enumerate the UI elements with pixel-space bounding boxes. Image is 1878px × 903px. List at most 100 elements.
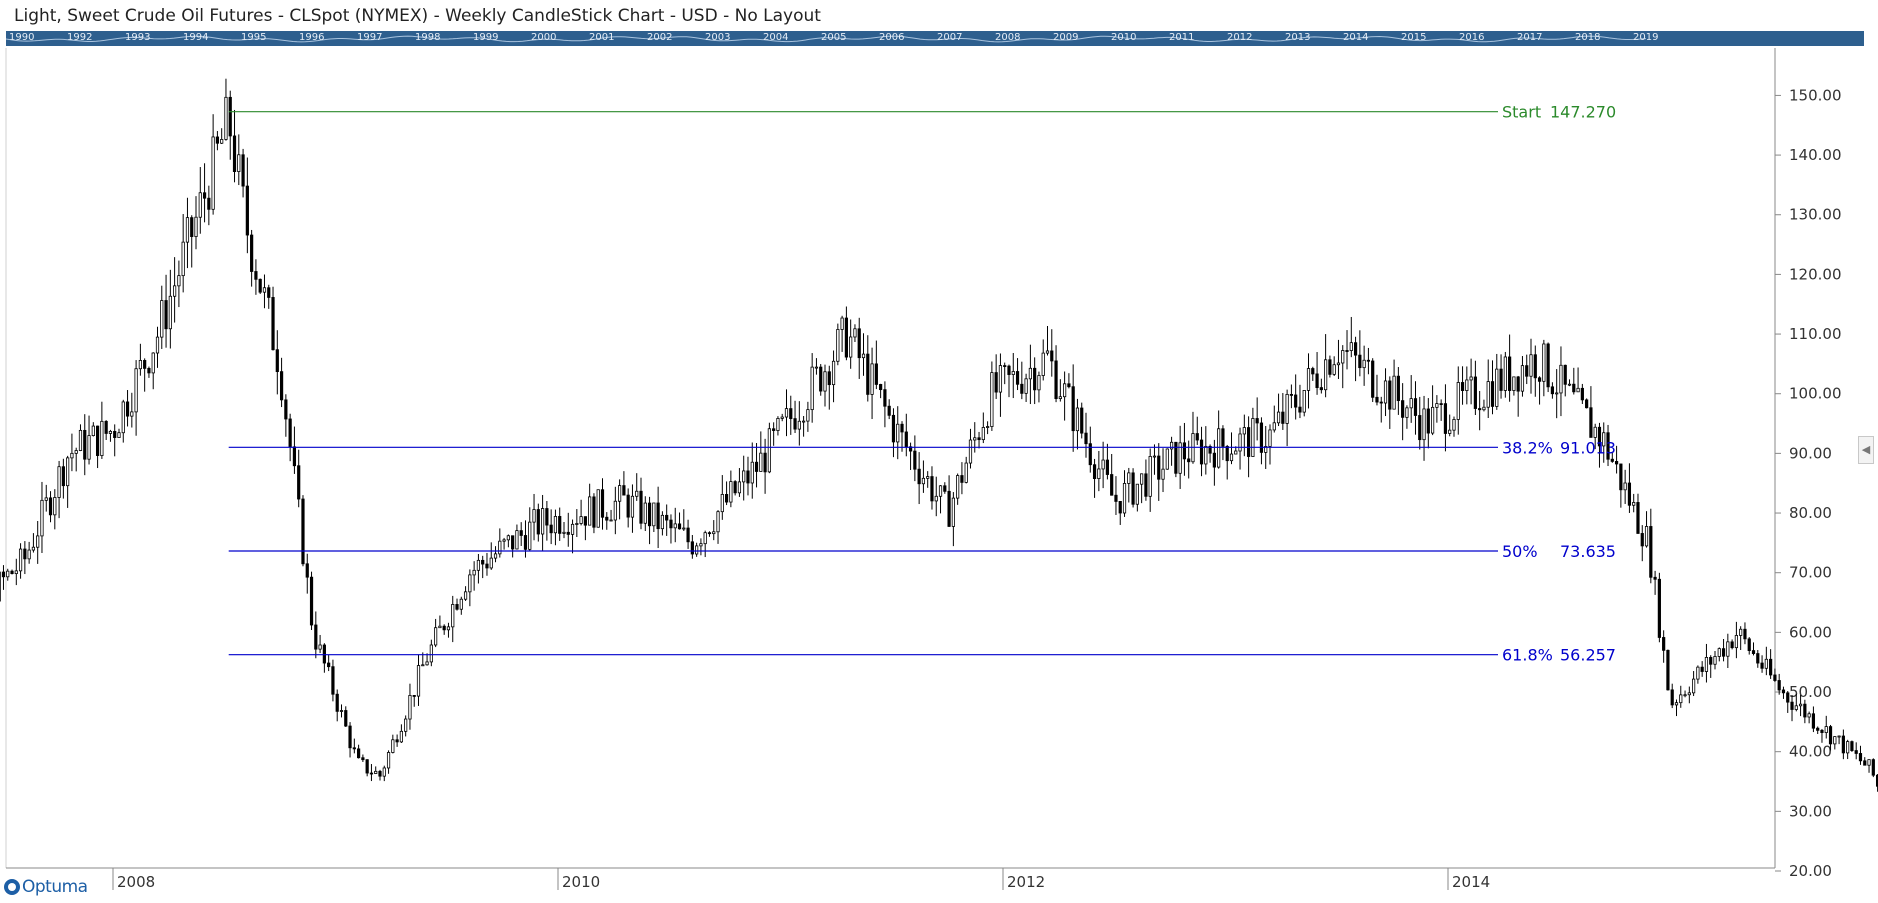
candle-body [1081, 408, 1083, 433]
fib-value: 91.013 [1560, 438, 1616, 457]
candle-body [1303, 390, 1305, 412]
candle-body [499, 541, 501, 554]
candle-body [653, 503, 655, 526]
candle-body [974, 438, 976, 440]
candle-body [1004, 366, 1006, 367]
candle-body [1692, 679, 1694, 693]
candle-body [790, 409, 792, 419]
candle-body [1346, 351, 1348, 352]
candle-body [1196, 434, 1198, 440]
candle-body [19, 549, 21, 571]
candle-body [730, 482, 732, 502]
candle-body [1016, 372, 1018, 385]
candle-body [1534, 355, 1536, 378]
candle-body [396, 740, 398, 742]
candle-body [1675, 703, 1677, 705]
candle-body [156, 337, 158, 353]
candle-body [935, 496, 937, 501]
candle-body [353, 748, 355, 749]
collapse-panel-button[interactable]: ◀ [1858, 436, 1874, 464]
candle-body [1021, 384, 1023, 393]
candle-body [644, 503, 646, 523]
candle-body [520, 531, 522, 536]
candle-body [96, 426, 98, 456]
candle-body [327, 663, 329, 667]
candle-body [1868, 760, 1870, 766]
candle-body [1487, 382, 1489, 408]
candle-body [1594, 427, 1596, 437]
candle-body [259, 279, 261, 292]
optuma-logo-text: Optuma [22, 877, 88, 897]
candle-body [670, 520, 672, 528]
candle-body [1825, 727, 1827, 733]
candle-body [383, 768, 385, 776]
candle-body [1735, 635, 1737, 647]
candle-body [1727, 642, 1729, 656]
candle-body [494, 554, 496, 558]
candle-body [1230, 454, 1232, 461]
candle-body [1359, 355, 1361, 368]
candle-body [760, 453, 762, 471]
candle-body [199, 193, 201, 217]
candle-body [1671, 690, 1673, 705]
candle-body [1821, 730, 1823, 732]
candle-body [1637, 502, 1639, 533]
candle-body [879, 384, 881, 389]
candle-body [922, 478, 924, 483]
candle-body [867, 354, 869, 394]
candle-body [1312, 369, 1314, 374]
candle-body [225, 97, 227, 139]
candle-body [84, 430, 86, 459]
candle-body [871, 364, 873, 395]
candle-body [1393, 376, 1395, 409]
candle-body [1290, 394, 1292, 395]
candle-body [75, 451, 77, 454]
candle-body [529, 522, 531, 549]
candle-body [1046, 351, 1048, 353]
candle-body [229, 97, 231, 136]
candle-body [143, 360, 145, 368]
candle-body [606, 517, 608, 520]
candle-body [1410, 399, 1412, 408]
candle-body [464, 592, 466, 599]
candle-body [961, 476, 963, 483]
candle-body [173, 286, 175, 296]
candle-body [580, 517, 582, 524]
candle-body [1547, 344, 1549, 387]
candle-body [208, 198, 210, 209]
candle-body [268, 288, 270, 298]
candle-body [1474, 377, 1476, 409]
candle-body [1761, 663, 1763, 668]
candle-body [1829, 727, 1831, 744]
candle-body [1436, 404, 1438, 408]
candle-body [743, 471, 745, 482]
candle-body [751, 462, 753, 483]
candle-body [1042, 353, 1044, 375]
candle-body [1136, 484, 1138, 504]
candle-body [152, 353, 154, 373]
candle-body [631, 496, 633, 517]
candle-body [36, 536, 38, 547]
fib-label: 50% [1502, 542, 1538, 561]
candle-body [1414, 399, 1416, 416]
candle-body [1333, 365, 1335, 375]
candle-body [640, 491, 642, 523]
candle-body [772, 429, 774, 431]
candle-body [195, 217, 197, 236]
candle-body [1551, 387, 1553, 394]
candle-body [1864, 761, 1866, 765]
candle-body [460, 599, 462, 609]
candle-body [1564, 365, 1566, 384]
candle-body [1110, 475, 1112, 496]
candle-body [79, 430, 81, 450]
candle-body [576, 523, 578, 524]
candle-body [1808, 714, 1810, 717]
candle-body [1337, 363, 1339, 365]
candle-body [1273, 423, 1275, 430]
candle-body [1504, 357, 1506, 390]
candle-body [1012, 372, 1014, 375]
candle-body [1354, 343, 1356, 355]
candle-body [837, 329, 839, 361]
